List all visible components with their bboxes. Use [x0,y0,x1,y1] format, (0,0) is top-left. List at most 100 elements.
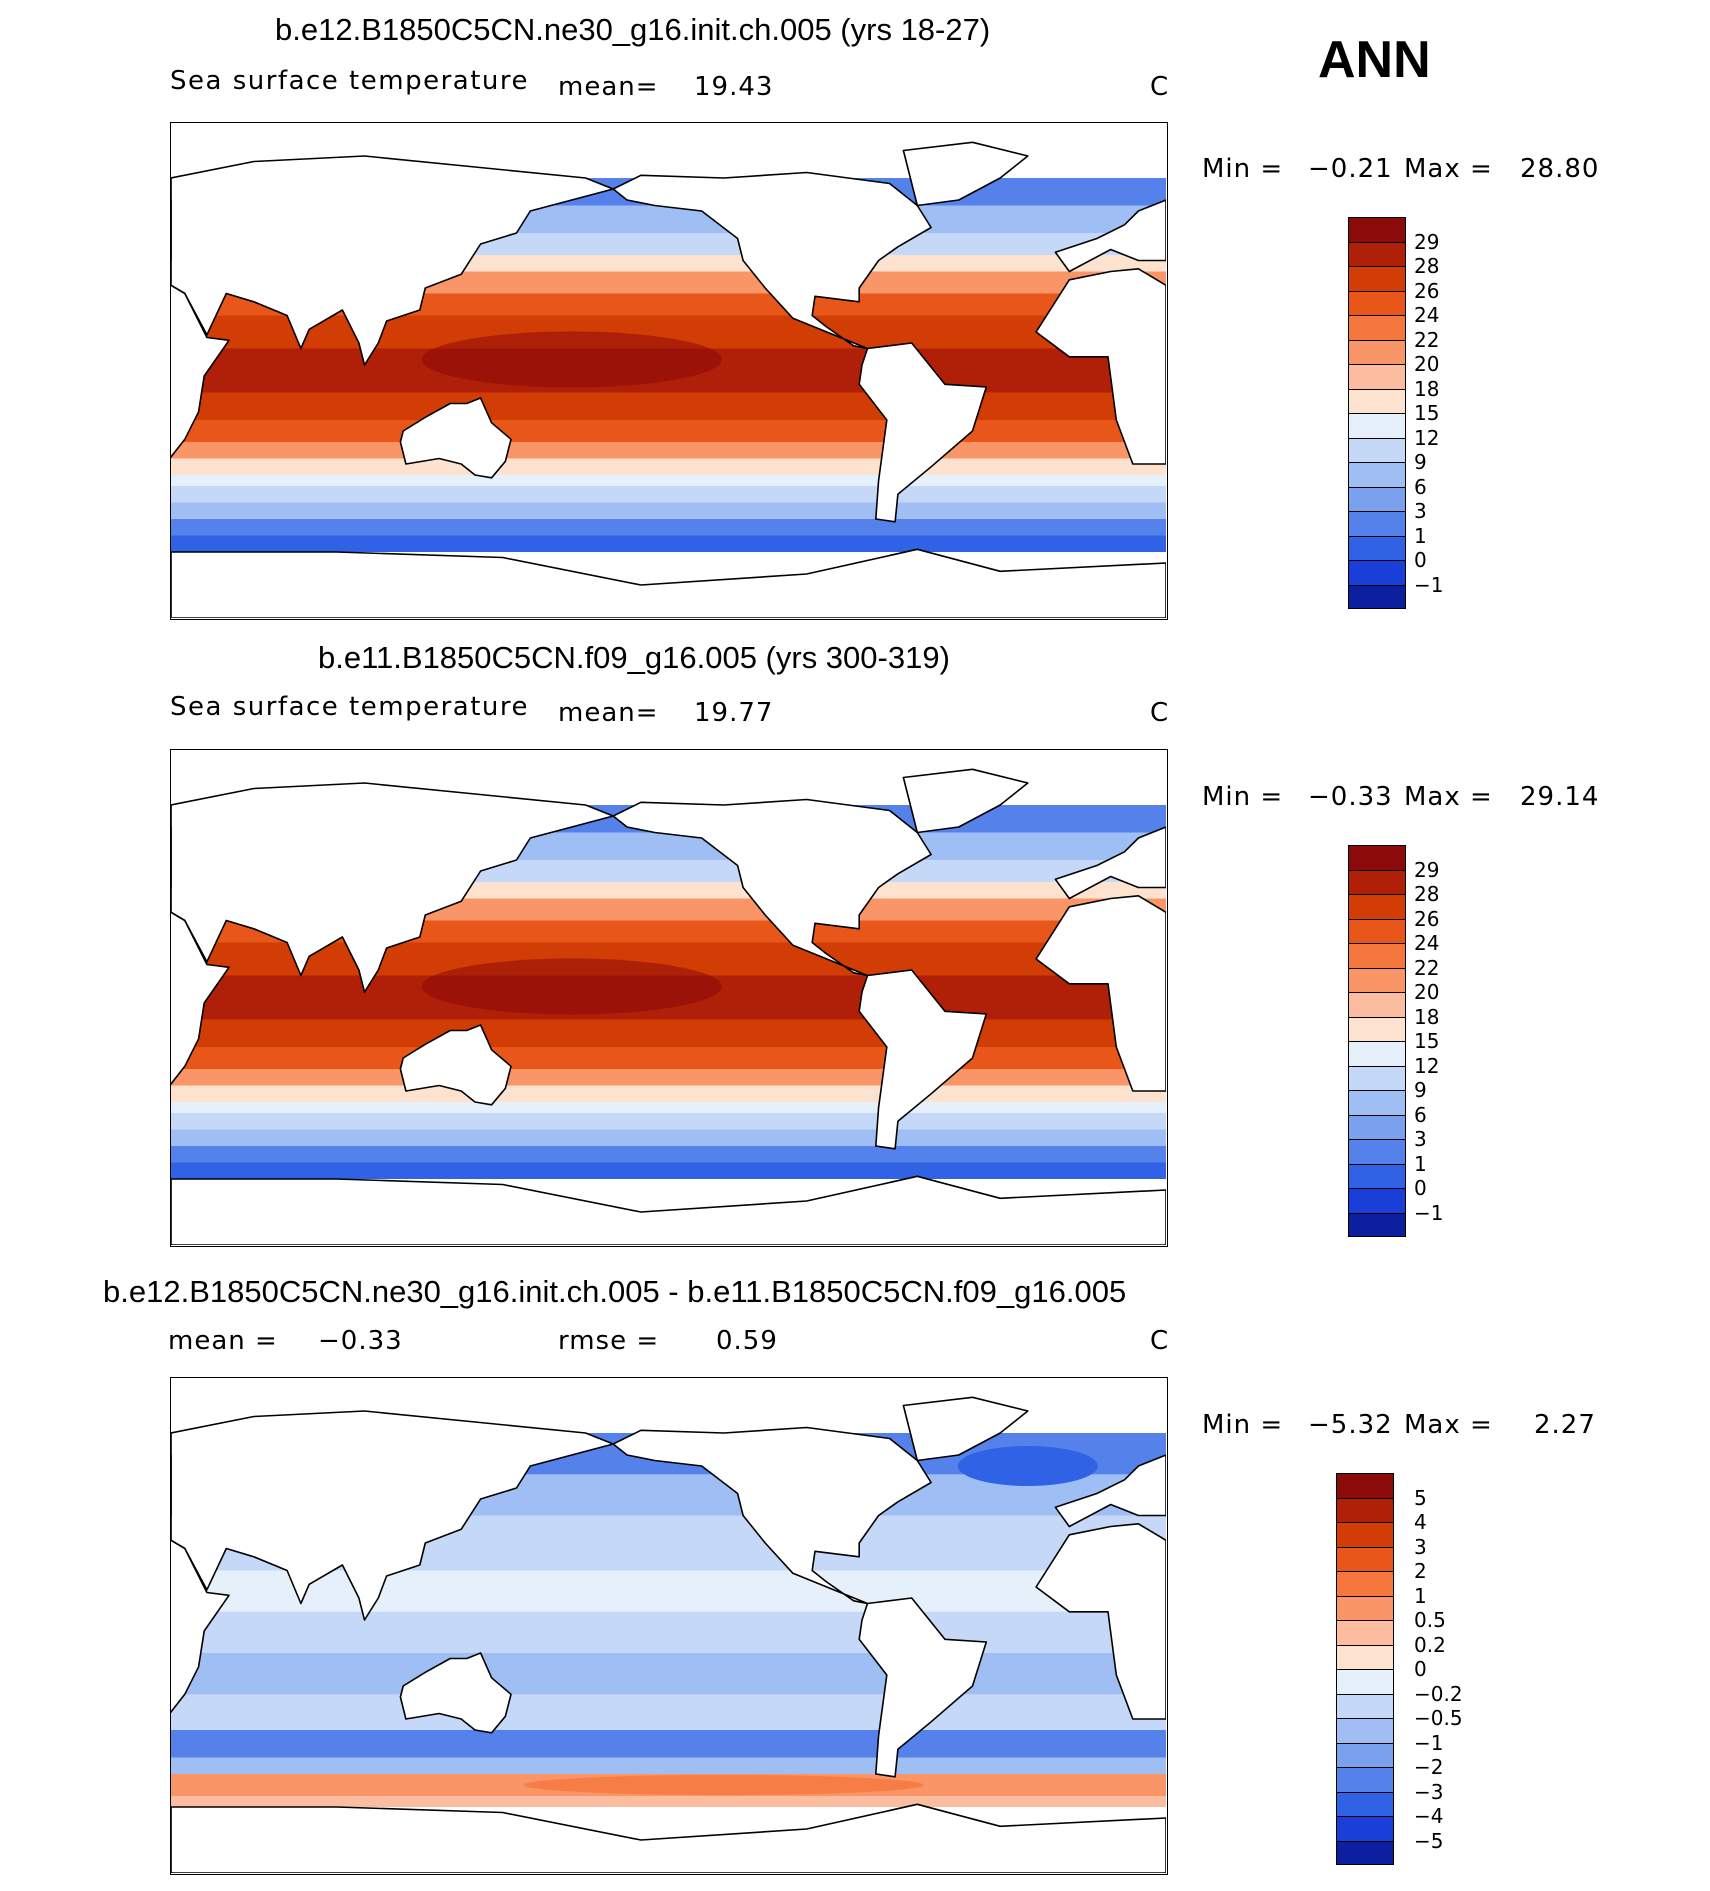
ocean-band [171,1570,1166,1613]
panel1-colorbar-label: 6 [1414,474,1427,499]
ocean-band [171,475,1166,487]
panel2-min-label: Min = [1202,782,1284,812]
continent-aus [399,397,512,479]
panel1-colorbar-label: 18 [1414,376,1440,401]
continent-aus [399,1024,512,1106]
panel1-units: C [1150,72,1170,102]
season-label: ANN [1318,31,1431,89]
continent-sam [858,342,988,523]
panel1-colorbar-swatch [1348,217,1406,242]
warm-pool [421,958,722,1015]
panel3-colorbar-swatch [1336,1571,1394,1596]
continent-aus [399,1652,512,1734]
panel3-colorbar-swatch [1336,1546,1394,1571]
panel3-title: b.e12.B1850C5CN.ne30_g16.init.ch.005 - b… [103,1274,1127,1309]
panel2-colorbar-label: 24 [1414,931,1440,955]
panel1-colorbar-label: 15 [1414,401,1440,425]
panel1-colorbar-label: 12 [1414,425,1440,450]
panel2-colorbar-swatch [1348,1188,1406,1213]
panel3-max-label: Max = [1404,1410,1493,1440]
ocean-band [171,1047,1166,1070]
panel2-colorbar-label: 3 [1414,1127,1427,1151]
ocean-band [171,1162,1166,1180]
continent-antarctica [171,548,1166,618]
continent-greenland [902,141,1029,207]
panel3-colorbar-label: −0.2 [1414,1681,1463,1706]
panel2-colorbar-swatch [1348,869,1406,894]
panel2-colorbar-swatch [1348,1163,1406,1188]
panel1-colorbar-swatch [1348,339,1406,364]
panel3-land [171,1396,1166,1873]
continent-europe_wrap [1054,199,1166,273]
panel1-colorbar-label: 3 [1414,499,1427,523]
panel2-colorbar-frame [1348,845,1406,1237]
panel1-max-label: Max = [1404,154,1493,184]
panel3-colorbar-label: 4 [1414,1510,1427,1534]
panel2-map-svg [171,750,1166,1245]
panel2-colorbar-swatch [1348,1090,1406,1115]
panel3-colorbar-swatch [1336,1522,1394,1547]
panel1-colorbar-label: −1 [1414,572,1444,597]
panel3-mean-value: −0.33 [318,1326,403,1356]
panel3-colorbar-label: −0.5 [1414,1706,1463,1730]
panel1-colorbar-swatch [1348,560,1406,585]
ocean-band [171,1069,1166,1086]
panel1-colorbar-swatch [1348,535,1406,560]
continent-asia [171,782,615,993]
panel2-colorbar-swatch [1348,845,1406,870]
panel1-colorbar-frame [1348,217,1406,609]
ocean-band [171,486,1166,503]
panel1-colorbar-label: 20 [1414,352,1440,376]
panel2-colorbar-label: 29 [1414,857,1440,882]
panel1-colorbar-swatch [1348,462,1406,487]
panel3-colorbar-label: −5 [1414,1828,1444,1853]
panel2-colorbar-label: −1 [1414,1200,1444,1225]
panel2-colorbar-label: 28 [1414,882,1440,906]
ocean-band [171,519,1166,536]
panel2-colorbar-swatch [1348,1016,1406,1041]
north-atlantic-cold-anomaly [957,1446,1098,1486]
panel2-variable: Sea surface temperature [170,692,529,722]
panel1-land [171,141,1166,618]
continent-africa_wrap [1035,268,1166,465]
continent-africa_wrap [1035,1523,1166,1720]
panel2-colorbar-swatch [1348,894,1406,919]
panel3-rmse-label: rmse = [558,1326,660,1356]
continent-africa [171,1539,230,1714]
panel2-colorbar-swatch [1348,1041,1406,1066]
ocean-band [171,1694,1166,1731]
panel1-min-label: Min = [1202,154,1284,184]
panel3-colorbar-frame [1336,1473,1394,1865]
panel1-colorbar-swatch [1348,511,1406,536]
panel1-colorbar-swatch [1348,486,1406,511]
ocean-band [171,1019,1166,1048]
panel3-colorbar-swatch [1336,1693,1394,1718]
panel2-units: C [1150,698,1170,728]
panel1-min-value: −0.21 [1308,154,1393,184]
panel3-mean-label: mean = [168,1326,278,1356]
panel2-colorbar-swatch [1348,1114,1406,1139]
panel2-title: b.e11.B1850C5CN.f09_g16.005 (yrs 300-319… [318,640,950,675]
panel1-colorbar-label: 22 [1414,327,1440,352]
panel1-colorbar-swatch [1348,290,1406,315]
ocean-band [171,1611,1166,1654]
panel1-colorbar-label: 29 [1414,229,1440,254]
panel3-rmse-value: 0.59 [716,1326,778,1356]
panel3-colorbar-swatch [1336,1669,1394,1694]
ocean-band [171,458,1166,476]
continent-asia [171,155,615,366]
panel3-colorbar-swatch [1336,1718,1394,1743]
panel2-colorbar-label: 20 [1414,980,1440,1004]
continent-antarctica [171,1803,1166,1873]
panel2-colorbar-label: 18 [1414,1004,1440,1029]
panel3-colorbar-swatch [1336,1644,1394,1669]
continent-africa [171,911,230,1086]
panel1-colorbar-label: 1 [1414,523,1427,548]
continent-europe_wrap [1054,826,1166,900]
panel2-land [171,768,1166,1245]
panel2-max-value: 29.14 [1520,782,1600,812]
ocean-band [171,1113,1166,1130]
ocean-band [171,1146,1166,1163]
panel1-colorbar-label: 28 [1414,254,1440,278]
panel3-colorbar-label: −1 [1414,1730,1444,1755]
